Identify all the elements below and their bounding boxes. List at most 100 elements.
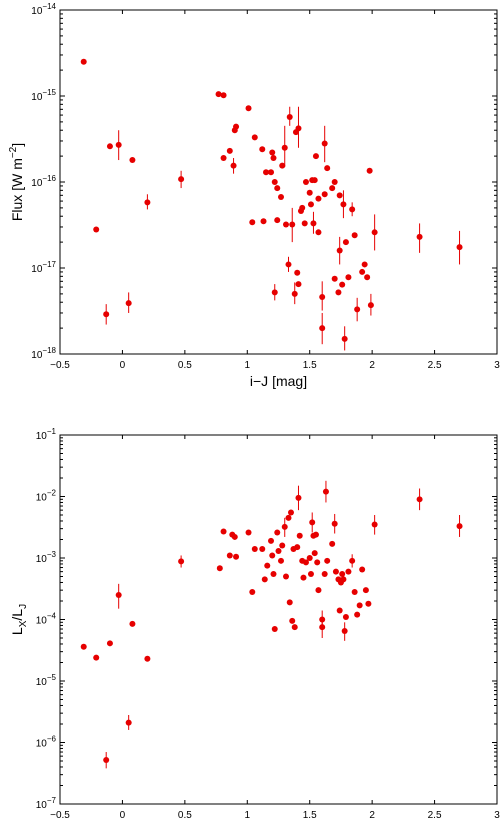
data-point: [336, 607, 343, 614]
data-point: [220, 155, 227, 162]
y-axis-label: Flux [W m−2]: [8, 143, 25, 221]
data-point: [356, 602, 363, 609]
data-point: [294, 544, 301, 551]
data-point: [321, 140, 328, 147]
data-point: [259, 146, 266, 153]
data-point: [299, 204, 306, 211]
y-tick-label: 10−3: [36, 550, 57, 565]
data-point: [233, 553, 240, 560]
data-point: [351, 232, 358, 239]
data-point: [233, 123, 240, 130]
data-point: [312, 531, 319, 538]
data-point: [289, 221, 296, 228]
data-point: [178, 176, 185, 183]
data-point: [342, 239, 349, 246]
plot-frame: [59, 9, 498, 355]
data-point: [231, 533, 238, 540]
data-point: [249, 588, 256, 595]
data-point: [371, 229, 378, 236]
data-point: [342, 613, 349, 620]
data-point: [178, 558, 185, 565]
data-point: [364, 274, 371, 281]
data-point: [282, 221, 289, 228]
y-axis-label: LX/LJ: [9, 604, 29, 635]
data-point: [93, 226, 100, 233]
data-point: [220, 92, 227, 99]
y-tick-label: 10−18: [31, 346, 56, 361]
data-point: [324, 557, 331, 564]
data-point: [285, 261, 292, 268]
x-tick-label: 1.5: [303, 810, 317, 821]
chart-panel-lratio: −0.5 0 0.5 1 1.5 2 2.5 3 10−7 10−6 10−5 10−4 10−3 10−…: [9, 427, 500, 821]
data-point: [332, 568, 339, 575]
data-point: [271, 626, 278, 633]
data-point: [295, 125, 302, 132]
x-tick-label: 2: [369, 810, 375, 821]
data-point: [93, 654, 100, 661]
data-point: [281, 144, 288, 151]
data-point: [340, 576, 347, 583]
data-point: [340, 201, 347, 208]
data-point: [306, 189, 313, 196]
x-tick-label: 0.5: [178, 810, 192, 821]
data-point: [295, 281, 302, 288]
data-point: [269, 149, 276, 156]
data-point: [271, 289, 278, 296]
x-tick-label: 3: [494, 810, 500, 821]
data-point: [226, 147, 233, 154]
data-point: [103, 756, 110, 763]
data-point: [144, 655, 151, 662]
data-point: [286, 113, 293, 120]
y-tick-label: 10−7: [36, 796, 57, 811]
data-point: [331, 520, 338, 527]
y-tick-label: 10−17: [31, 260, 56, 275]
data-point: [331, 275, 338, 282]
data-point: [349, 206, 356, 213]
y-tick-label: 10−5: [36, 673, 57, 688]
data-point: [260, 218, 267, 225]
data-point: [251, 546, 258, 553]
data-point: [341, 335, 348, 342]
data-point: [129, 620, 136, 627]
data-point: [270, 570, 277, 577]
data-point: [286, 599, 293, 606]
x-tick-label: 2: [369, 360, 375, 371]
plot-frame: [59, 434, 498, 805]
data-point: [294, 269, 301, 276]
data-point: [289, 617, 296, 624]
data-point: [274, 529, 281, 536]
data-point: [279, 162, 286, 169]
data-point: [115, 141, 122, 148]
x-tick-label: 0: [120, 810, 126, 821]
data-point: [307, 201, 314, 208]
data-point: [259, 546, 266, 553]
data-point: [215, 91, 222, 98]
data-point: [416, 233, 423, 240]
y-tick-label: 10−6: [36, 735, 57, 750]
data-point: [354, 306, 361, 313]
data-point: [302, 179, 309, 185]
data-point: [315, 229, 322, 236]
y-tick-label: 10−4: [36, 612, 57, 627]
data-point: [319, 294, 326, 301]
data-point: [336, 247, 343, 254]
data-point: [339, 570, 346, 577]
data-point: [359, 566, 366, 573]
data-point: [249, 219, 256, 226]
data-point: [301, 220, 308, 227]
data-point: [302, 559, 309, 566]
data-point: [359, 268, 366, 275]
data-point: [322, 488, 329, 495]
data-point: [345, 274, 352, 281]
data-point: [291, 290, 298, 297]
data-point: [274, 185, 281, 192]
data-point: [125, 300, 132, 307]
x-tick-label: 0: [120, 360, 126, 371]
data-point: [275, 547, 282, 554]
data-point: [329, 185, 336, 192]
x-tick-label: 0.5: [178, 360, 192, 371]
data-point: [279, 542, 286, 549]
data-point: [274, 217, 281, 224]
data-point: [103, 311, 110, 318]
